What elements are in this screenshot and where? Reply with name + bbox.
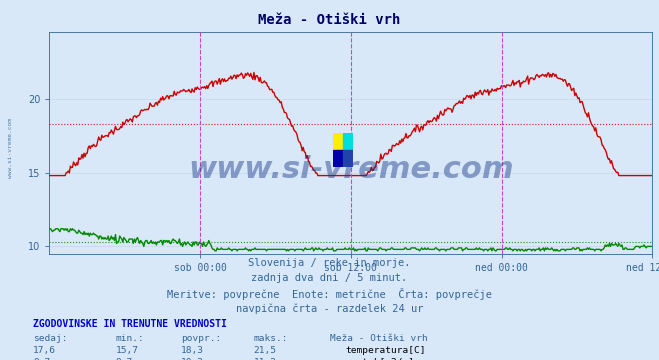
Bar <box>333 150 343 167</box>
Text: pretok[m3/s]: pretok[m3/s] <box>345 358 415 360</box>
Bar <box>343 150 353 167</box>
Text: Meža - Otiški vrh: Meža - Otiški vrh <box>330 334 427 343</box>
Text: povpr.:: povpr.: <box>181 334 221 343</box>
Text: navpična črta - razdelek 24 ur: navpična črta - razdelek 24 ur <box>236 303 423 314</box>
Text: 15,7: 15,7 <box>115 346 138 355</box>
Text: Slovenija / reke in morje.: Slovenija / reke in morje. <box>248 258 411 268</box>
Text: ZGODOVINSKE IN TRENUTNE VREDNOSTI: ZGODOVINSKE IN TRENUTNE VREDNOSTI <box>33 319 227 329</box>
Bar <box>343 133 353 150</box>
Text: zadnja dva dni / 5 minut.: zadnja dva dni / 5 minut. <box>251 273 408 283</box>
Text: Meritve: povprečne  Enote: metrične  Črta: povprečje: Meritve: povprečne Enote: metrične Črta:… <box>167 288 492 300</box>
Text: 9,7: 9,7 <box>115 358 132 360</box>
Text: 10,3: 10,3 <box>181 358 204 360</box>
Text: 9,7: 9,7 <box>33 358 50 360</box>
Text: temperatura[C]: temperatura[C] <box>345 346 426 355</box>
Text: www.si-vreme.com: www.si-vreme.com <box>188 155 514 184</box>
Bar <box>333 133 343 150</box>
Text: maks.:: maks.: <box>254 334 288 343</box>
Text: Meža - Otiški vrh: Meža - Otiški vrh <box>258 13 401 27</box>
Text: 18,3: 18,3 <box>181 346 204 355</box>
Text: 17,6: 17,6 <box>33 346 56 355</box>
Text: min.:: min.: <box>115 334 144 343</box>
Text: 21,5: 21,5 <box>254 346 277 355</box>
Text: 11,2: 11,2 <box>254 358 277 360</box>
Text: sedaj:: sedaj: <box>33 334 67 343</box>
Text: www.si-vreme.com: www.si-vreme.com <box>8 118 13 177</box>
